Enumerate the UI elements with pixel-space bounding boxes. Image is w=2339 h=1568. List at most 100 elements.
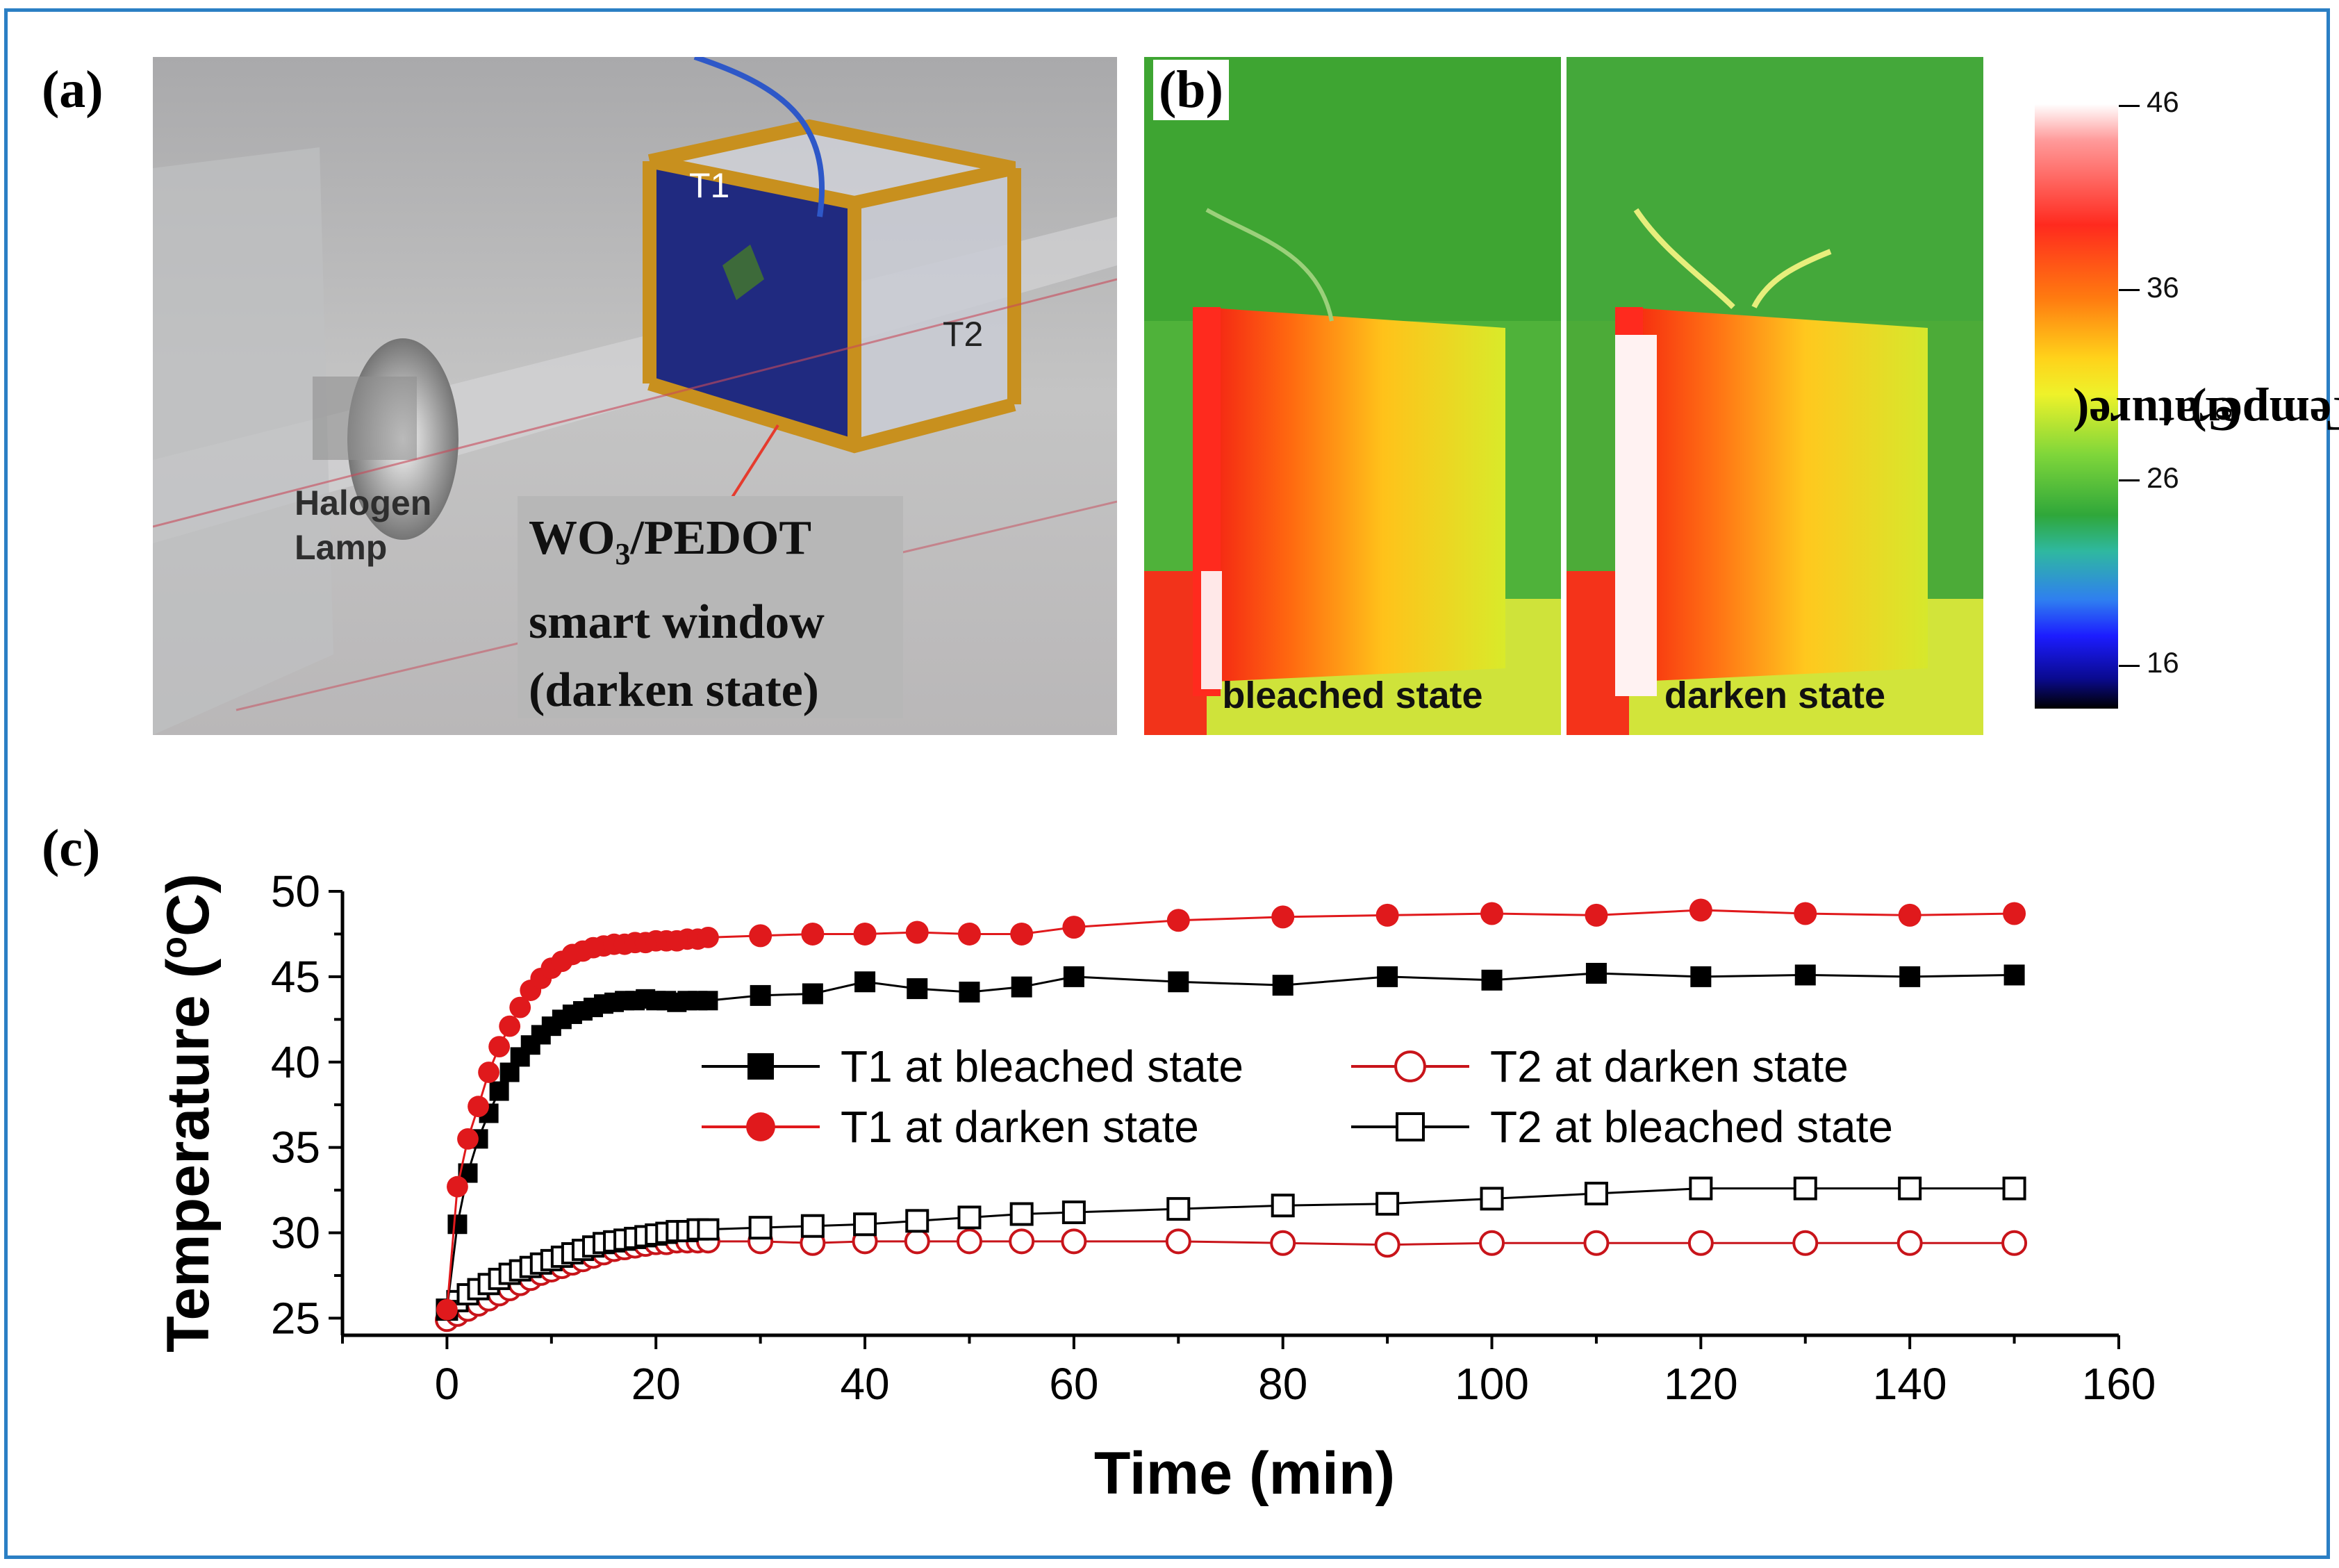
legend-marker <box>746 1112 775 1141</box>
temperature-colorbar <box>2035 104 2118 709</box>
data-point <box>1375 903 1399 927</box>
data-point <box>1585 962 1607 984</box>
legend-marker <box>1394 1050 1426 1082</box>
data-point <box>1061 1228 1087 1255</box>
data-point <box>2002 1176 2026 1200</box>
data-point <box>959 982 980 1003</box>
data-point <box>499 1015 521 1037</box>
x-tick-label: 20 <box>631 1359 681 1409</box>
data-point <box>436 1298 458 1321</box>
data-point <box>1166 1197 1191 1221</box>
data-point <box>1375 1191 1400 1216</box>
series-line-3 <box>446 1240 2015 1321</box>
x-tick-label: 40 <box>840 1359 889 1409</box>
data-point <box>957 922 981 946</box>
x-tick-label: 60 <box>1049 1359 1098 1409</box>
data-point <box>1481 969 1503 991</box>
data-point <box>447 1214 468 1235</box>
y-tick-label: 25 <box>271 1293 320 1343</box>
data-point <box>697 1218 720 1241</box>
t1-label: T1 <box>689 166 730 205</box>
data-point <box>2001 1230 2028 1256</box>
colorbar-tick <box>2119 665 2140 667</box>
data-point <box>1689 898 1712 922</box>
figure-frame <box>4 8 2330 1559</box>
x-tick-label: 80 <box>1258 1359 1307 1409</box>
data-point <box>697 926 719 948</box>
panel-b-label: (b) <box>1153 60 1229 120</box>
legend-label: T1 at darken state <box>841 1102 1199 1152</box>
data-point <box>1792 1230 1819 1256</box>
data-point <box>1272 975 1294 996</box>
legend-label: T2 at bleached state <box>1490 1102 1893 1152</box>
data-point <box>750 984 771 1006</box>
data-point <box>1479 1230 1505 1256</box>
legend-marker <box>747 1053 774 1080</box>
data-point <box>2003 902 2026 925</box>
data-point <box>509 996 531 1018</box>
data-point <box>905 1209 929 1233</box>
data-point <box>1585 903 1608 927</box>
data-point <box>853 922 877 946</box>
data-point <box>1584 1182 1608 1206</box>
data-point <box>447 1175 468 1198</box>
x-tick-label: 0 <box>435 1359 460 1409</box>
colorbar-tick <box>2119 105 2140 107</box>
data-point <box>1898 1176 1922 1200</box>
colorbar-tick <box>2119 479 2140 481</box>
data-point <box>1271 905 1295 929</box>
data-point <box>1480 902 1504 925</box>
data-point <box>1793 1176 1817 1200</box>
data-point <box>468 1096 489 1118</box>
panel-a-label: (a) <box>36 60 109 120</box>
data-point <box>904 1228 930 1255</box>
data-point <box>1168 971 1189 993</box>
legend-label: T1 at bleached state <box>841 1041 1243 1091</box>
y-tick-label: 35 <box>271 1123 320 1173</box>
legend-marker <box>1396 1112 1425 1141</box>
data-point <box>800 1214 825 1238</box>
data-point <box>957 1205 982 1230</box>
data-point <box>1583 1230 1610 1256</box>
x-axis-label: Time (min) <box>1094 1440 1395 1507</box>
smart-window-label: WO3/PEDOT smart window (darken state) <box>518 496 903 718</box>
data-point <box>854 971 876 993</box>
data-point <box>2003 964 2025 986</box>
data-point <box>698 991 718 1011</box>
y-tick-label: 50 <box>271 866 320 916</box>
data-point <box>801 922 825 946</box>
data-point <box>1009 1202 1034 1226</box>
halogen-lamp-label: Halogen Lamp <box>295 484 432 567</box>
colorbar-tick-label: 36 <box>2147 271 2179 304</box>
data-point <box>749 924 772 948</box>
data-point <box>1899 966 1921 987</box>
data-point <box>1896 1230 1923 1256</box>
x-tick-label: 140 <box>1873 1359 1947 1409</box>
thermal-image-darken <box>1567 57 1983 735</box>
x-tick-label: 100 <box>1455 1359 1529 1409</box>
data-point <box>1689 1176 1713 1200</box>
data-point <box>1061 1200 1086 1225</box>
data-point <box>489 1081 509 1101</box>
data-point <box>1062 916 1086 939</box>
data-point <box>1480 1187 1504 1211</box>
data-point <box>1794 964 1816 986</box>
y-axis-label: Temperature (oC) <box>154 873 222 1353</box>
data-point <box>488 1036 511 1058</box>
data-point <box>748 1216 772 1240</box>
x-tick-label: 120 <box>1664 1359 1738 1409</box>
colorbar-tick-label: 46 <box>2147 85 2179 118</box>
panel-c-label: (c) <box>36 818 106 879</box>
data-point <box>907 978 928 1000</box>
data-point <box>1690 966 1712 987</box>
data-point <box>956 1228 982 1255</box>
data-point <box>1165 1228 1191 1255</box>
data-point <box>1270 1230 1296 1256</box>
legend-label: T2 at darken state <box>1490 1041 1849 1091</box>
t2-label: T2 <box>943 315 984 354</box>
x-tick-label: 160 <box>2082 1359 2156 1409</box>
data-point <box>1377 966 1398 987</box>
data-point <box>1166 909 1190 932</box>
data-point <box>802 983 823 1005</box>
